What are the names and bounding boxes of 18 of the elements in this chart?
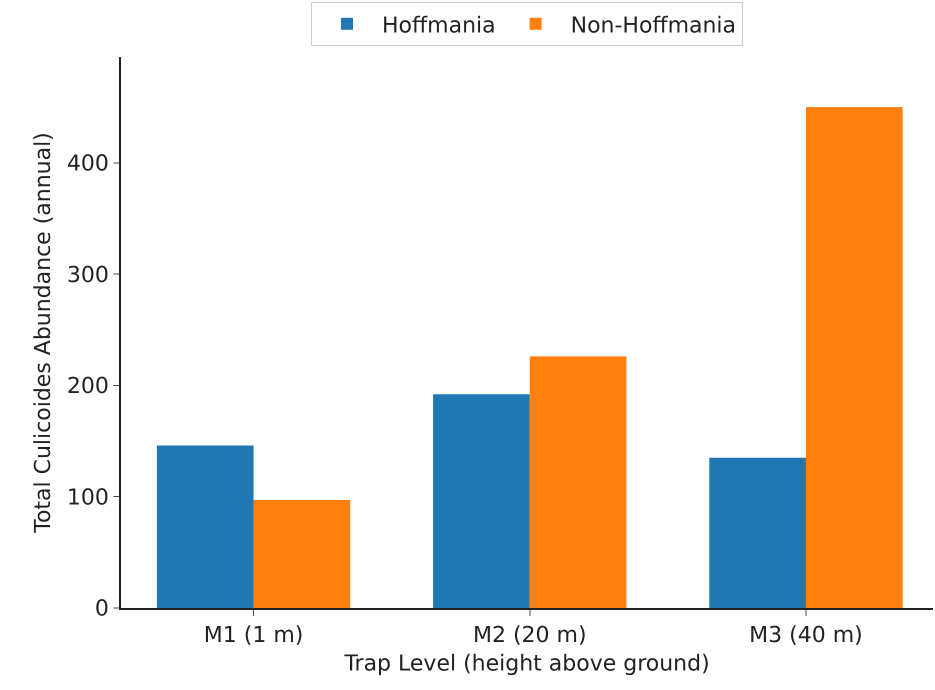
y-tick-label: 0 xyxy=(94,596,109,622)
bar xyxy=(156,445,254,608)
bar xyxy=(806,107,903,608)
bar xyxy=(433,394,530,608)
x-tick-label: M1 (1 m) xyxy=(204,623,304,648)
legend-label: Non-Hoffmania xyxy=(570,13,736,38)
y-tick-label: 200 xyxy=(66,374,109,400)
legend-label: Hoffmania xyxy=(382,13,496,38)
bar xyxy=(709,458,806,608)
bar xyxy=(254,500,350,608)
x-tick-label: M3 (40 m) xyxy=(749,623,863,648)
x-axis-title: Trap Level (height above ground) xyxy=(343,652,710,677)
bar xyxy=(530,356,626,608)
x-tick-label: M2 (20 m) xyxy=(472,623,587,648)
y-tick-label: 300 xyxy=(66,262,109,288)
y-tick-label: 400 xyxy=(66,151,109,176)
y-tick-label: 100 xyxy=(66,485,109,510)
y-axis-title: Total Culicoides Abundance (annual) xyxy=(31,132,56,534)
